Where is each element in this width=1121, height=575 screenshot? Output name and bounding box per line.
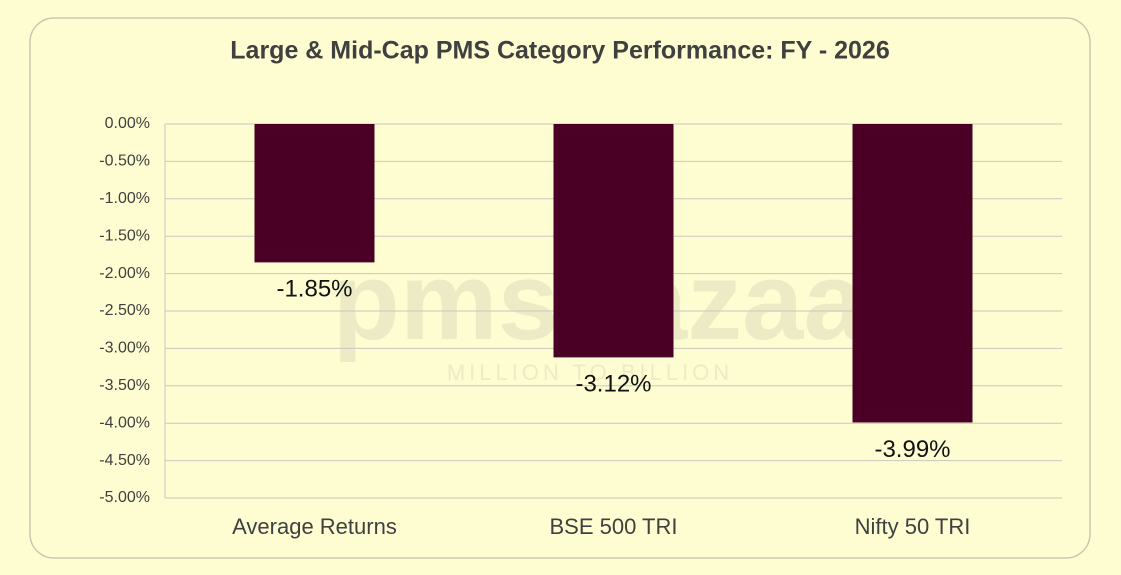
y-tick-label: -1.00%	[99, 190, 150, 207]
y-tick-label: -5.00%	[99, 489, 150, 506]
y-tick-label: -0.50%	[99, 153, 150, 170]
x-tick-label: BSE 500 TRI	[550, 514, 678, 539]
x-tick-label: Nifty 50 TRI	[855, 514, 971, 539]
y-tick-label: -2.50%	[99, 302, 150, 319]
watermark-tagline: MILLION TO BILLION	[447, 360, 733, 385]
bar	[852, 124, 973, 423]
value-label: -3.99%	[874, 436, 950, 463]
y-tick-label: -3.50%	[99, 377, 150, 394]
value-label: -1.85%	[276, 276, 352, 303]
y-tick-label: -2.00%	[99, 265, 150, 282]
y-tick-label: -4.50%	[99, 452, 150, 469]
bar	[553, 124, 674, 358]
y-tick-label: -4.00%	[99, 414, 150, 431]
chart-title: Large & Mid-Cap PMS Category Performance…	[230, 37, 889, 65]
y-tick-label: -3.00%	[99, 340, 150, 357]
x-tick-label: Average Returns	[232, 514, 397, 539]
bar	[254, 124, 375, 263]
value-label: -3.12%	[575, 371, 651, 398]
y-tick-label: 0.00%	[105, 115, 150, 132]
y-tick-label: -1.50%	[99, 227, 150, 244]
